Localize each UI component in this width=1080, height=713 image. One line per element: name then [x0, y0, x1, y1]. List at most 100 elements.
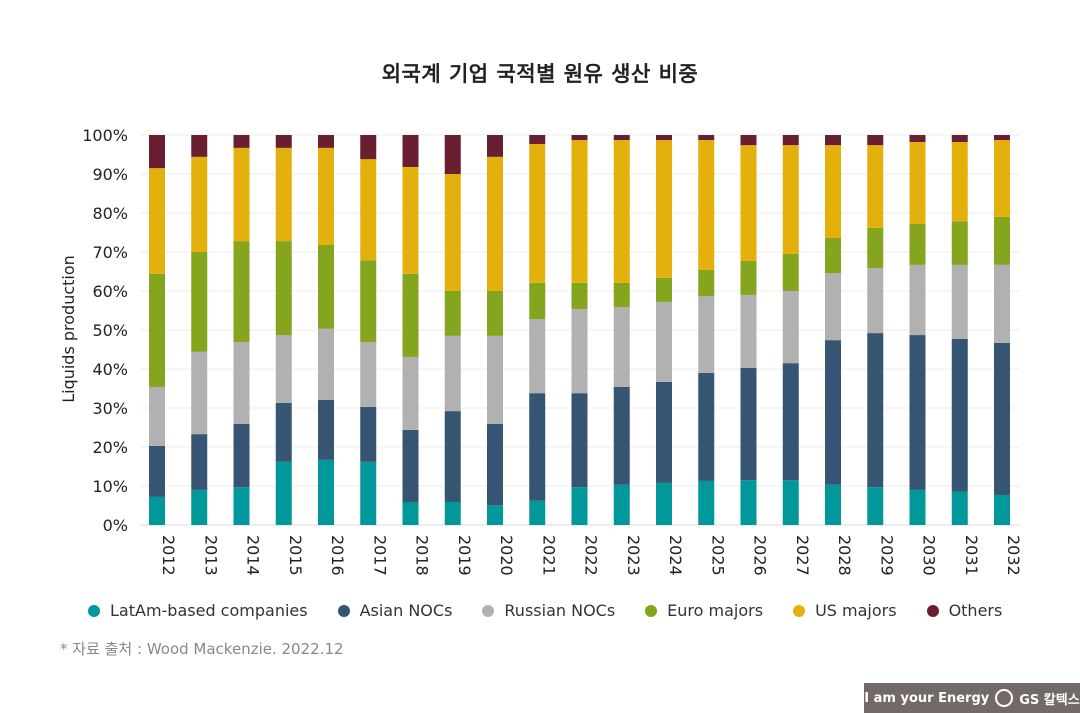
x-tick-label: 2015 — [286, 535, 305, 576]
bar-segment — [444, 174, 461, 291]
x-tick-label: 2032 — [1004, 535, 1023, 576]
bar-segment — [951, 221, 968, 265]
legend-item: Russian NOCs — [482, 601, 615, 620]
bar-segment — [360, 461, 377, 525]
bar-segment — [360, 135, 377, 160]
bar-segment — [698, 140, 715, 270]
legend-dot-icon — [793, 604, 806, 617]
bar-segment — [191, 351, 208, 435]
bar-segment — [825, 135, 841, 146]
bar-segment — [656, 301, 672, 382]
x-tick-label: 2013 — [201, 535, 220, 576]
y-tick-label: 0% — [103, 516, 128, 535]
bar-segment — [318, 328, 334, 400]
bar-segment — [571, 487, 588, 525]
y-tick-label: 50% — [92, 321, 128, 340]
y-tick-label: 90% — [92, 165, 128, 184]
bar-segment — [825, 237, 841, 274]
brand-name: GS 칼텍스 — [1019, 692, 1080, 708]
x-tick-label: 2023 — [624, 535, 643, 576]
bar-segment — [360, 406, 377, 462]
bar-segment — [233, 241, 250, 343]
bar-segment — [740, 480, 757, 525]
bar-segment — [656, 140, 672, 278]
bar-segment — [951, 338, 968, 492]
bar-segment — [698, 480, 715, 525]
bar-segment — [529, 319, 546, 394]
x-tick-label: 2028 — [835, 535, 854, 576]
bar-segment — [909, 135, 926, 143]
bar-segment — [613, 484, 630, 525]
bar-segment — [698, 372, 715, 481]
bar-segment — [191, 156, 208, 252]
bar-segment — [656, 135, 672, 141]
bar-segment — [613, 282, 630, 307]
bar-segment — [571, 393, 588, 488]
bar-segment — [909, 223, 926, 265]
bar-segment — [825, 145, 841, 238]
x-tick-label: 2016 — [328, 535, 347, 576]
bar-segment — [867, 145, 884, 228]
y-tick-label: 40% — [92, 360, 128, 379]
bar-segment — [867, 333, 884, 488]
bar-segment — [613, 135, 630, 141]
bar-segment — [149, 168, 165, 274]
bar-segment — [318, 135, 334, 148]
x-tick-label: 2030 — [920, 535, 939, 576]
bar-segment — [360, 159, 377, 261]
x-tick-label: 2029 — [877, 535, 896, 576]
x-tick-label: 2031 — [962, 535, 981, 576]
x-tick-label: 2022 — [582, 535, 601, 576]
bar-segment — [994, 494, 1010, 525]
bar-segment — [487, 335, 503, 424]
bar-segment — [360, 260, 377, 343]
gs-logo-icon — [995, 689, 1014, 707]
y-tick-label: 80% — [92, 204, 128, 223]
bar-segment — [994, 264, 1010, 343]
bar-segment — [867, 135, 884, 146]
x-tick-label: 2020 — [497, 535, 516, 576]
bar-segment — [698, 296, 715, 373]
bar-segment — [740, 145, 757, 261]
x-tick-label: 2019 — [455, 535, 474, 576]
source-note: * 자료 출처 : Wood Mackenzie. 2022.12 — [60, 640, 344, 658]
x-tick-label: 2014 — [244, 535, 263, 576]
bar-segment — [149, 445, 165, 497]
y-tick-label: 20% — [92, 438, 128, 457]
bar-segment — [825, 484, 841, 525]
bar-segment — [613, 386, 630, 485]
x-tick-label: 2025 — [708, 535, 727, 576]
bar-segment — [740, 135, 757, 146]
legend-label: Asian NOCs — [359, 601, 453, 620]
bar-segment — [529, 282, 546, 320]
bar-segment — [275, 135, 292, 148]
bar-segment — [571, 282, 588, 309]
x-tick-label: 2027 — [793, 535, 812, 576]
bar-segment — [994, 342, 1010, 495]
x-tick-label: 2017 — [370, 535, 389, 576]
bar-segment — [318, 459, 334, 525]
bar-segment — [613, 306, 630, 387]
brand-logo: I am your Energy GS 칼텍스 — [864, 683, 1080, 713]
bar-segment — [782, 480, 799, 525]
legend-item: LatAm-based companies — [88, 601, 308, 620]
bar-segment — [951, 142, 968, 222]
bar-segment — [402, 356, 419, 430]
bar-segment — [318, 244, 334, 329]
bar-segment — [275, 241, 292, 336]
y-tick-label: 100% — [82, 126, 128, 145]
bar-segment — [867, 227, 884, 268]
legend-dot-icon — [482, 604, 495, 617]
bar-segment — [867, 487, 884, 525]
bar-segment — [529, 500, 546, 525]
y-tick-label: 30% — [92, 399, 128, 418]
bar-segment — [444, 135, 461, 174]
x-tick-label: 2026 — [751, 535, 770, 576]
y-axis-label: Liquids production — [59, 255, 78, 403]
bar-segment — [529, 393, 546, 501]
bar-segment — [275, 402, 292, 462]
bar-segment — [191, 135, 208, 157]
bar-segment — [149, 273, 165, 387]
bar-segment — [909, 264, 926, 336]
bar-segment — [613, 140, 630, 283]
